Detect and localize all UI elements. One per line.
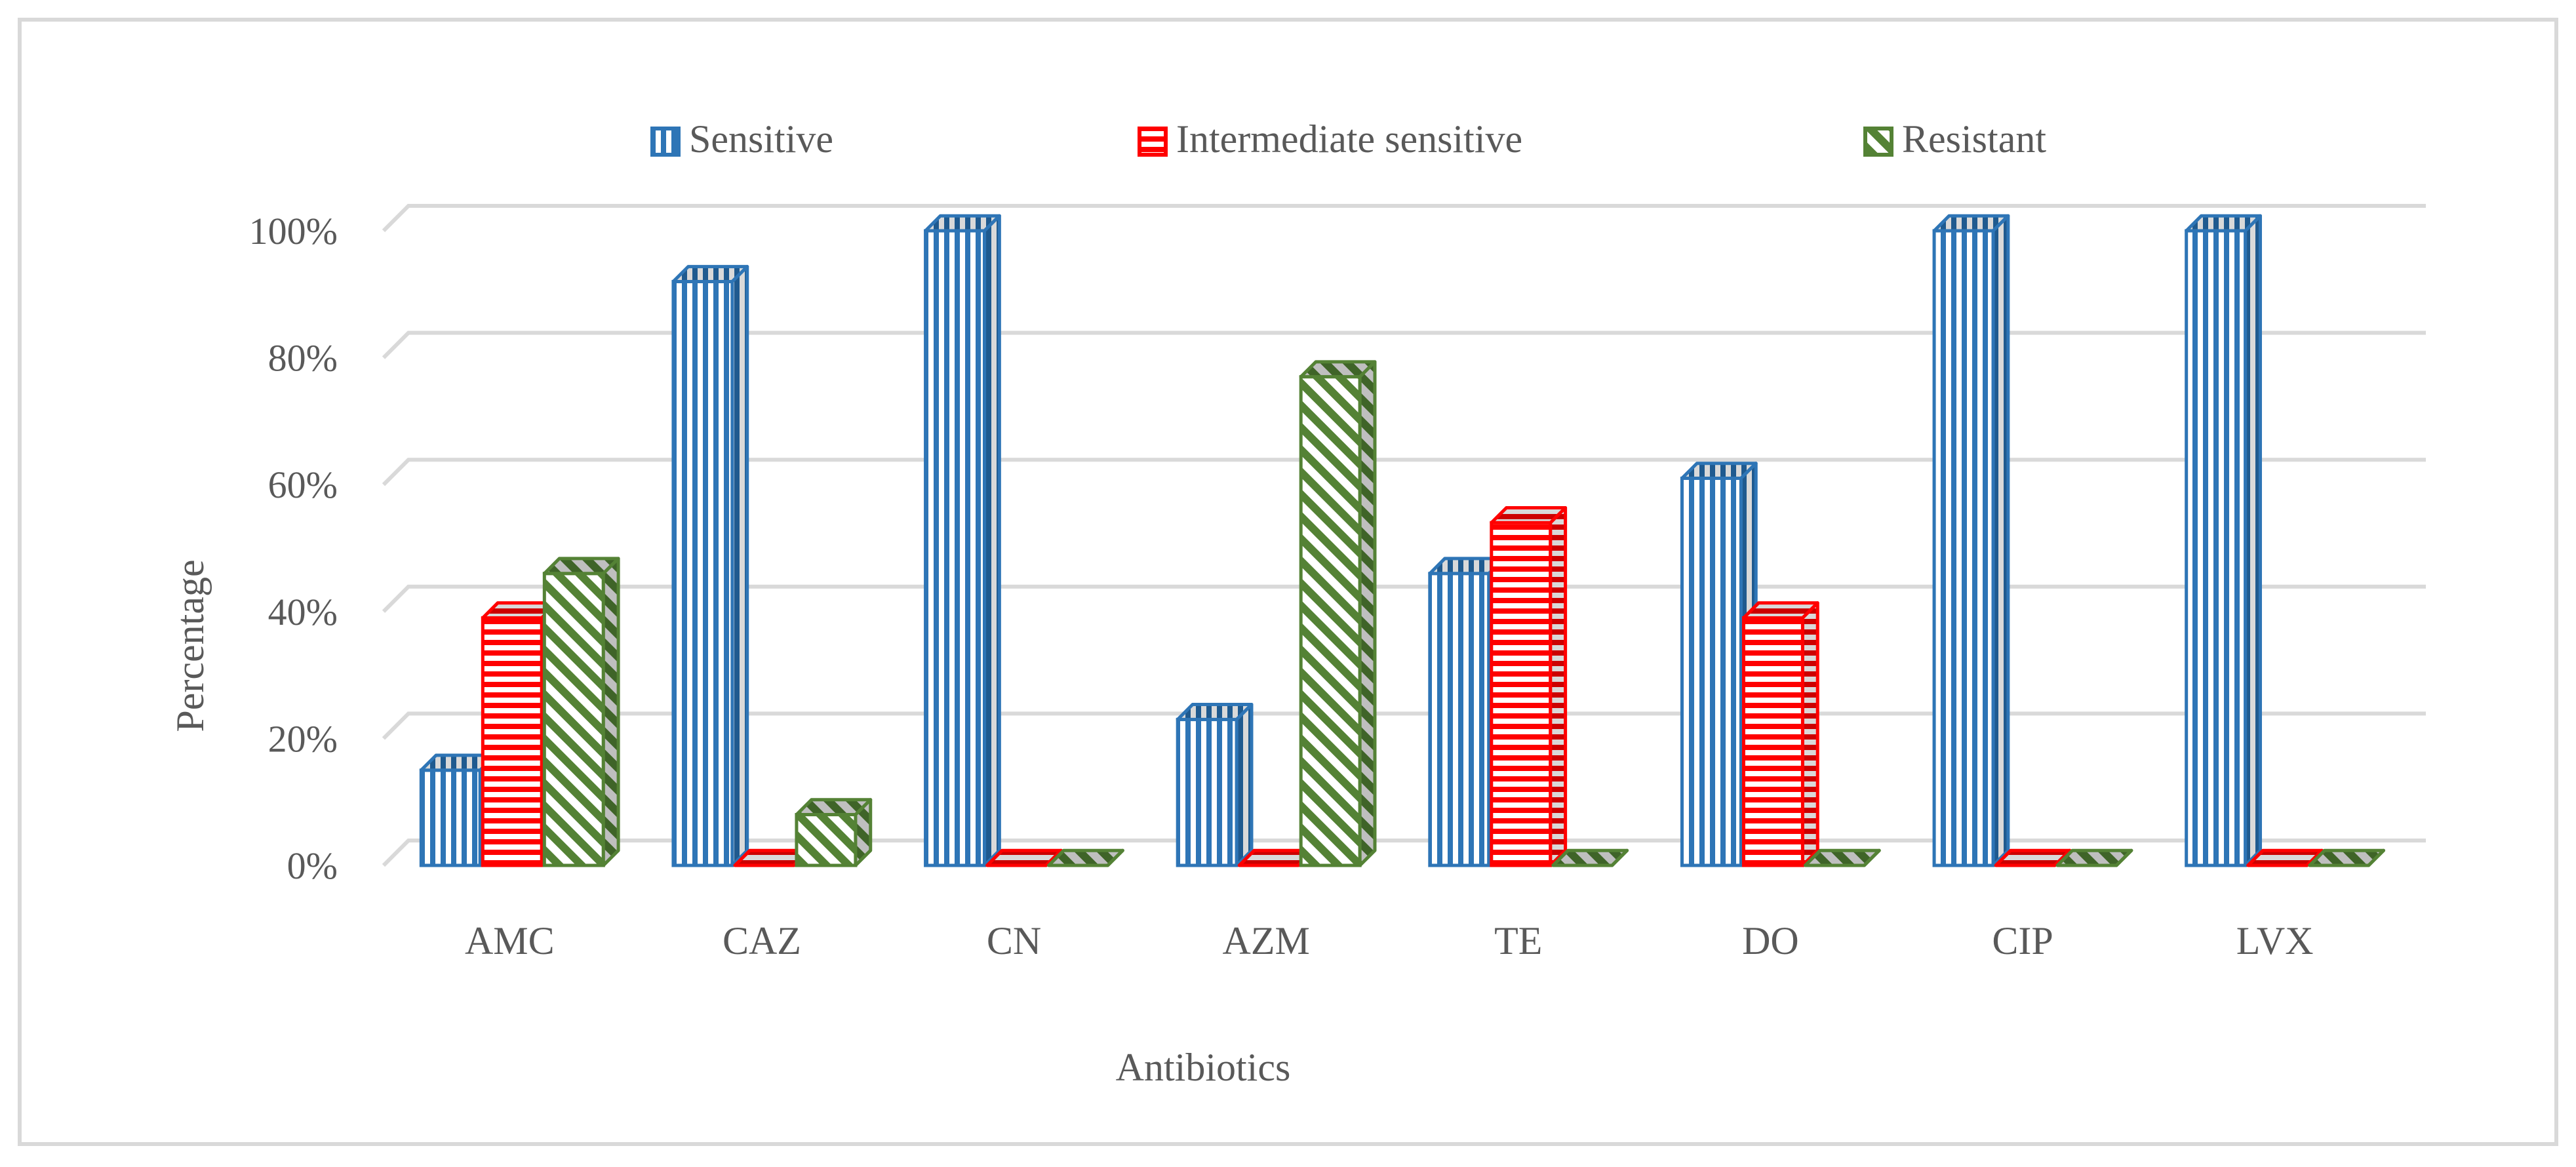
bar-side: [854, 798, 873, 867]
legend-label: Intermediate sensitive: [1176, 117, 1522, 161]
bar: [795, 798, 873, 867]
bar-side: [1800, 601, 1819, 867]
bars: [419, 214, 2385, 867]
bar-side: [1044, 848, 1063, 867]
bar-front: [924, 229, 987, 867]
legend-swatch: [1138, 127, 1168, 157]
bar-front: [1299, 375, 1362, 867]
bar-front: [2185, 229, 2248, 867]
y-axis-ticks: 0% 20% 40% 60% 80% 100%: [249, 210, 338, 887]
bar-front: [1932, 229, 1995, 867]
bar-front: [419, 768, 482, 867]
bar: [1551, 848, 1629, 867]
x-tick-label: LVX: [2236, 919, 2314, 962]
bar-front: [481, 616, 544, 867]
bar-side: [983, 214, 1001, 867]
bar-side: [1862, 848, 1881, 867]
gridline: [382, 458, 2426, 486]
bar: [1176, 703, 1254, 867]
y-tick-label: 20%: [268, 717, 338, 760]
y-tick-label: 0%: [287, 844, 338, 887]
bar: [1803, 848, 1881, 867]
bar-front: [542, 572, 605, 867]
bar-side: [2244, 214, 2262, 867]
x-tick-label: AMC: [465, 919, 555, 962]
legend-item: Resistant: [1863, 117, 2046, 161]
bar: [1490, 505, 1568, 867]
bar-front: [1428, 572, 1491, 867]
bar-front: [1176, 717, 1238, 867]
legend-item: Intermediate sensitive: [1138, 117, 1522, 161]
bar-front: [795, 813, 858, 867]
x-tick-label: CN: [987, 919, 1041, 962]
legend-item: Sensitive: [650, 117, 833, 161]
legend-label: Resistant: [1902, 117, 2046, 161]
bar-front: [671, 279, 734, 867]
bar: [1932, 214, 2010, 867]
x-axis-ticks: AMC CAZ CN AZM TE DO CIP LVX: [465, 919, 2314, 962]
y-tick-label: 80%: [268, 337, 338, 380]
bar-front: [1490, 521, 1553, 867]
legend: Sensitive Intermediate sensitive Resistant: [650, 117, 2046, 161]
x-tick-label: AZM: [1223, 919, 1310, 962]
bar-side: [1549, 505, 1568, 867]
gridline: [382, 330, 2426, 359]
x-tick-label: CIP: [1992, 919, 2053, 962]
bar-side: [1358, 360, 1377, 867]
x-tick-label: CAZ: [723, 919, 801, 962]
x-tick-label: DO: [1742, 919, 1799, 962]
bar: [1741, 601, 1819, 867]
bar: [1994, 848, 2072, 867]
bar-side: [1235, 703, 1254, 867]
bar-side: [1991, 214, 2010, 867]
bar: [2246, 848, 2324, 867]
legend-swatch: [650, 127, 681, 157]
bar: [985, 848, 1063, 867]
bar-side: [2053, 848, 2072, 867]
bar-front: [1680, 477, 1743, 867]
legend-swatch: [1863, 127, 1893, 157]
bar: [2185, 214, 2262, 867]
bar-side: [1106, 848, 1124, 867]
bar: [671, 265, 749, 867]
bar: [2055, 848, 2133, 867]
bar: [1047, 848, 1124, 867]
bar-side: [2305, 848, 2324, 867]
bar-side: [1610, 848, 1629, 867]
bar: [2308, 848, 2385, 867]
bar-side: [601, 557, 620, 867]
bar: [1299, 360, 1377, 867]
bar-side: [2114, 848, 2133, 867]
bar-front: [1741, 616, 1804, 867]
bar-side: [2367, 848, 2385, 867]
y-axis-label: Percentage: [168, 559, 212, 732]
y-tick-label: 100%: [249, 210, 338, 252]
gridline: [382, 204, 2426, 233]
x-axis-label: Antibiotics: [1116, 1046, 1291, 1089]
bar: [542, 557, 620, 867]
bar: [924, 214, 1001, 867]
x-tick-label: TE: [1494, 919, 1542, 962]
legend-label: Sensitive: [689, 117, 833, 161]
chart-border: [18, 18, 2558, 1146]
bar-side: [730, 265, 749, 867]
y-tick-label: 40%: [268, 591, 338, 633]
y-tick-label: 60%: [268, 464, 338, 506]
